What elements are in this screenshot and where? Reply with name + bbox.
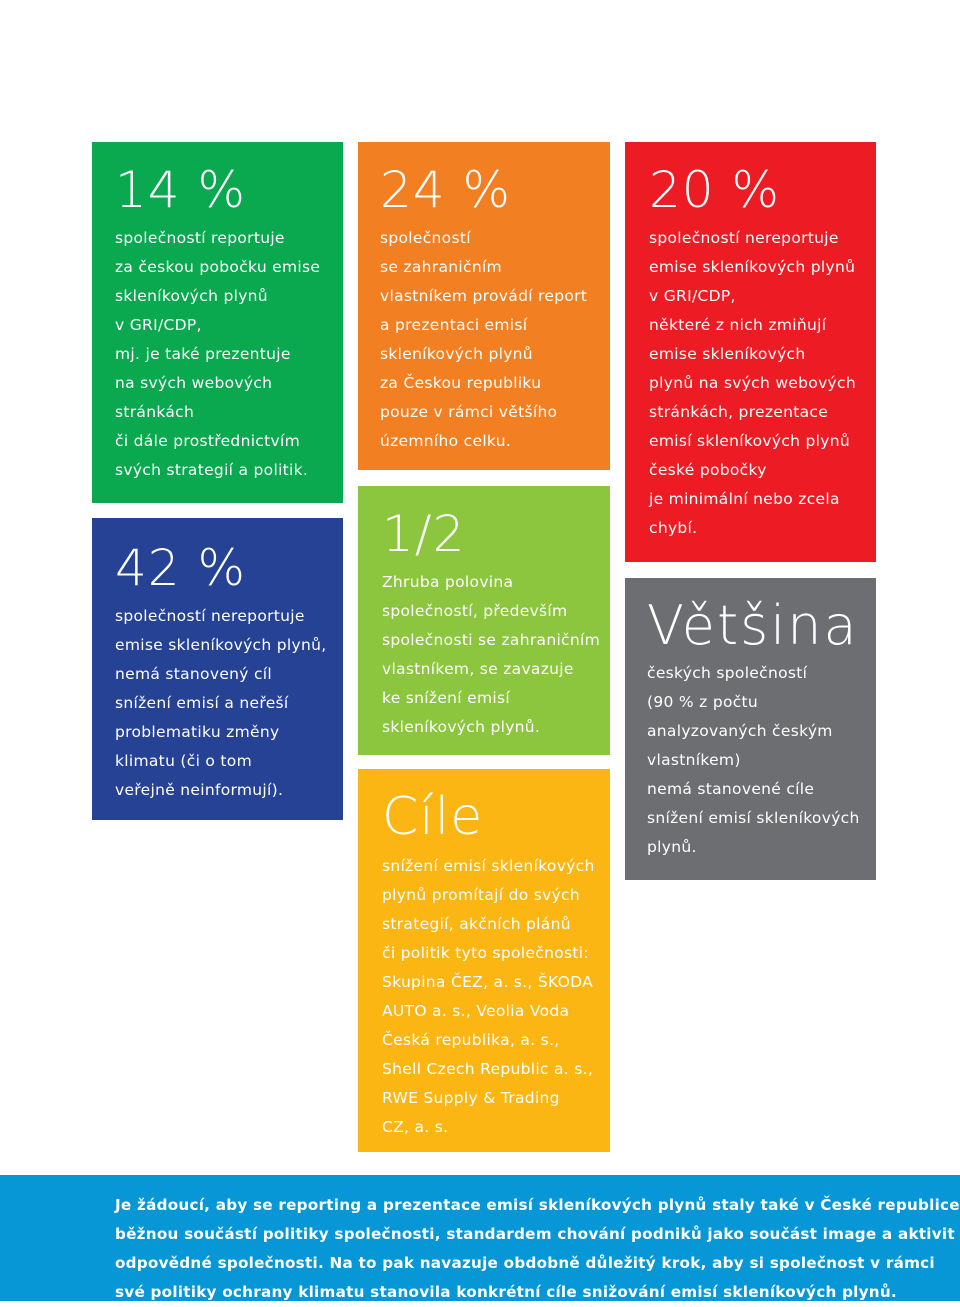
stat-tile-majority: Většina českých společností (90 % z počt…	[625, 578, 876, 880]
stat-tile-14-percent: 14 % společností reportuje za českou pob…	[92, 142, 343, 503]
tile-text-line: nemá stanovený cíl	[115, 665, 273, 683]
tile-text-line: snížení emisí skleníkových	[382, 857, 595, 875]
tile-text-line: chybí.	[649, 519, 698, 537]
conclusion-banner: Je žádoucí, aby se reporting a prezentac…	[0, 1175, 960, 1301]
tile-text: snížení emisí skleníkových plynů promíta…	[382, 852, 610, 1142]
tile-text-line: skleníkových plynů	[380, 345, 533, 363]
tile-headline: Cíle	[382, 787, 484, 847]
tile-text-line: vlastníkem, se zavazuje	[382, 660, 574, 678]
tile-text-line: vlastníkem)	[647, 751, 741, 769]
tile-text-line: svých strategií a politik.	[115, 461, 309, 479]
tile-text-line: Česká republika, a. s.,	[382, 1031, 560, 1049]
tile-text-line: (90 % z počtu	[647, 693, 759, 711]
tile-text-line: za českou pobočku emise	[115, 258, 321, 276]
tile-text-line: Shell Czech Republic a. s.,	[382, 1060, 594, 1078]
tile-text-line: plynů na svých webových	[649, 374, 856, 392]
tile-text-line: problematiku změny	[115, 723, 280, 741]
tile-text: Zhruba polovina společností, především s…	[382, 568, 610, 742]
tile-text-line: plynů.	[647, 838, 697, 856]
tile-text-line: ke snížení emisí	[382, 689, 510, 707]
tile-text-line: AUTO a. s., Veolia Voda	[382, 1002, 570, 1020]
banner-text-line: běžnou součástí politiky společnosti, st…	[115, 1225, 955, 1243]
stat-tile-20-percent: 20 % společností nereportuje emise sklen…	[625, 142, 876, 562]
tile-text-line: skleníkových plynů	[115, 287, 268, 305]
tile-text-line: analyzovaných českým	[647, 722, 833, 740]
tile-text: společností reportuje za českou pobočku …	[115, 224, 343, 485]
tile-text: společností se zahraničním vlastníkem pr…	[380, 224, 610, 456]
tile-text-line: pouze v rámci většího	[380, 403, 558, 421]
stat-tile-24-percent: 24 % společností se zahraničním vlastník…	[358, 142, 610, 470]
tile-text-line: strategií, akčních plánů	[382, 915, 571, 933]
tile-headline: 24 %	[380, 161, 512, 219]
tile-text-line: stránkách	[115, 403, 195, 421]
tile-text-line: za Českou republiku	[380, 374, 542, 392]
tile-text-line: některé z nich zmiňují	[649, 316, 827, 334]
tile-headline: Většina	[647, 594, 859, 657]
tile-text-line: územního celku.	[380, 432, 512, 450]
tile-text-line: emise skleníkových plynů,	[115, 636, 327, 654]
tile-text-line: veřejně neinformují).	[115, 781, 284, 799]
tile-text-line: vlastníkem provádí report	[380, 287, 588, 305]
banner-text-line: Je žádoucí, aby se reporting a prezentac…	[115, 1196, 960, 1214]
tile-text-line: je minimální nebo zcela	[649, 490, 840, 508]
tile-headline: 42 %	[115, 539, 247, 597]
tile-text-line: plynů promítají do svých	[382, 886, 580, 904]
stat-tile-targets: Cíle snížení emisí skleníkových plynů pr…	[358, 769, 610, 1152]
tile-text-line: českých společností	[647, 664, 808, 682]
tile-text: společností nereportuje emise skleníkový…	[649, 224, 876, 543]
tile-text-line: snížení emisí a neřeší	[115, 694, 289, 712]
banner-text-line: odpovědné společnosti. Na to pak navazuj…	[115, 1254, 935, 1272]
stat-tile-one-half: 1/2 Zhruba polovina společností, předevš…	[358, 486, 610, 755]
tile-text-line: se zahraničním	[380, 258, 502, 276]
tile-text-line: společností reportuje	[115, 229, 285, 247]
tile-text-line: v GRI/CDP,	[115, 316, 202, 334]
tile-text-line: společností	[380, 229, 471, 247]
tile-text-line: skleníkových plynů.	[382, 718, 541, 736]
tile-text-line: společnosti se zahraničním	[382, 631, 601, 649]
tile-headline: 20 %	[649, 161, 781, 219]
tile-text-line: a prezentaci emisí	[380, 316, 528, 334]
tile-text-line: či politik tyto společnosti:	[382, 944, 589, 962]
tile-text-line: nemá stanovené cíle	[647, 780, 815, 798]
tile-text-line: české pobočky	[649, 461, 767, 479]
tile-text-line: emise skleníkových plynů	[649, 258, 856, 276]
tile-text-line: klimatu (či o tom	[115, 752, 252, 770]
tile-text-line: Zhruba polovina	[382, 573, 514, 591]
tile-text-line: Skupina ČEZ, a. s., ŠKODA	[382, 973, 593, 991]
tile-text-line: snížení emisí skleníkových	[647, 809, 860, 827]
tile-text-line: stránkách, prezentace	[649, 403, 829, 421]
tile-text-line: CZ, a. s.	[382, 1118, 449, 1136]
tile-text: českých společností (90 % z počtu analyz…	[647, 659, 876, 862]
tile-text-line: či dále prostřednictvím	[115, 432, 300, 450]
tile-text-line: emise skleníkových	[649, 345, 806, 363]
banner-text-line: své politiky ochrany klimatu stanovila k…	[115, 1283, 897, 1301]
tile-text-line: společností, především	[382, 602, 568, 620]
tile-headline: 1/2	[382, 505, 466, 563]
tile-text-line: v GRI/CDP,	[649, 287, 736, 305]
tile-text-line: společností nereportuje	[649, 229, 839, 247]
stat-tile-42-percent: 42 % společností nereportuje emise sklen…	[92, 518, 343, 820]
tile-text-line: RWE Supply & Trading	[382, 1089, 560, 1107]
tile-text-line: emisí skleníkových plynů	[649, 432, 850, 450]
tile-text: společností nereportuje emise skleníkový…	[115, 602, 343, 805]
tile-text-line: mj. je také prezentuje	[115, 345, 291, 363]
tile-headline: 14 %	[115, 161, 247, 219]
tile-text-line: společností nereportuje	[115, 607, 305, 625]
tile-text-line: na svých webových	[115, 374, 273, 392]
